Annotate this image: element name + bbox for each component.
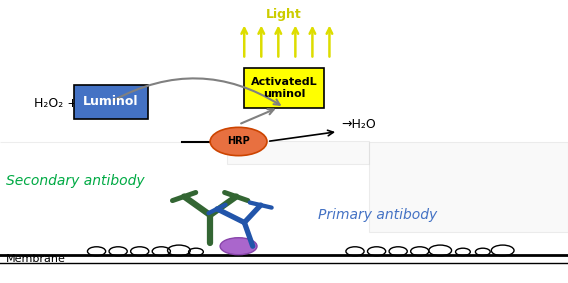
Bar — [227, 142, 369, 164]
Text: ActivatedL
uminol: ActivatedL uminol — [250, 77, 318, 98]
Text: →H₂O: →H₂O — [341, 118, 375, 131]
Ellipse shape — [220, 238, 257, 255]
Text: Membrane: Membrane — [6, 254, 65, 264]
FancyBboxPatch shape — [244, 68, 324, 108]
Text: H₂O₂ +: H₂O₂ + — [34, 97, 78, 110]
Text: Luminol: Luminol — [83, 95, 139, 108]
FancyBboxPatch shape — [74, 85, 148, 119]
Text: HRP: HRP — [227, 136, 250, 147]
Bar — [369, 142, 568, 232]
Text: Light: Light — [266, 8, 302, 21]
Text: Primary antibody: Primary antibody — [318, 208, 437, 222]
Text: Secondary antibody: Secondary antibody — [6, 174, 144, 188]
Ellipse shape — [210, 127, 267, 156]
